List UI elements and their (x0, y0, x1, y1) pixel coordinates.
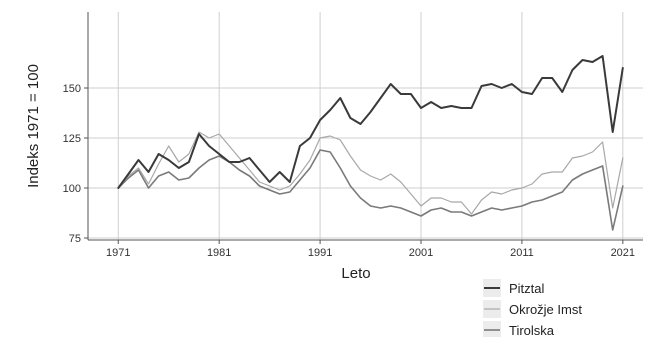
y-tick-label: 75 (69, 233, 81, 245)
x-tick-label: 1981 (207, 247, 231, 259)
plot-area (88, 12, 643, 240)
y-tick-label: 125 (63, 133, 81, 145)
x-tick-label: 1971 (106, 247, 130, 259)
x-axis-ticks: 1971 1981 1991 2001 2011 2021 (106, 240, 635, 259)
legend-key-bg (483, 321, 501, 337)
series-line-tirolska (117, 149, 624, 231)
y-axis-ticks: 75 100 125 150 (63, 83, 88, 245)
grid (88, 12, 643, 240)
y-tick-label: 150 (63, 83, 81, 95)
legend-label: Tirolska (509, 323, 555, 337)
y-axis-title: Indeks 1971 = 100 (25, 64, 42, 188)
series-line-pitztal (117, 55, 624, 189)
x-tick-label: 1991 (308, 247, 332, 259)
x-tick-label: 2001 (409, 247, 433, 259)
x-tick-label: 2011 (510, 247, 534, 259)
legend-label: Okrožje Imst (509, 302, 582, 317)
x-tick-label: 2021 (611, 247, 635, 259)
series-layer (117, 55, 624, 231)
legend-label: Pitztal (509, 281, 545, 296)
y-tick-label: 100 (63, 183, 81, 195)
x-axis-title: Leto (341, 265, 370, 282)
legend: Pitztal Okrožje Imst Tirolska (483, 279, 582, 337)
series-line-okro-je-imst (117, 131, 624, 215)
